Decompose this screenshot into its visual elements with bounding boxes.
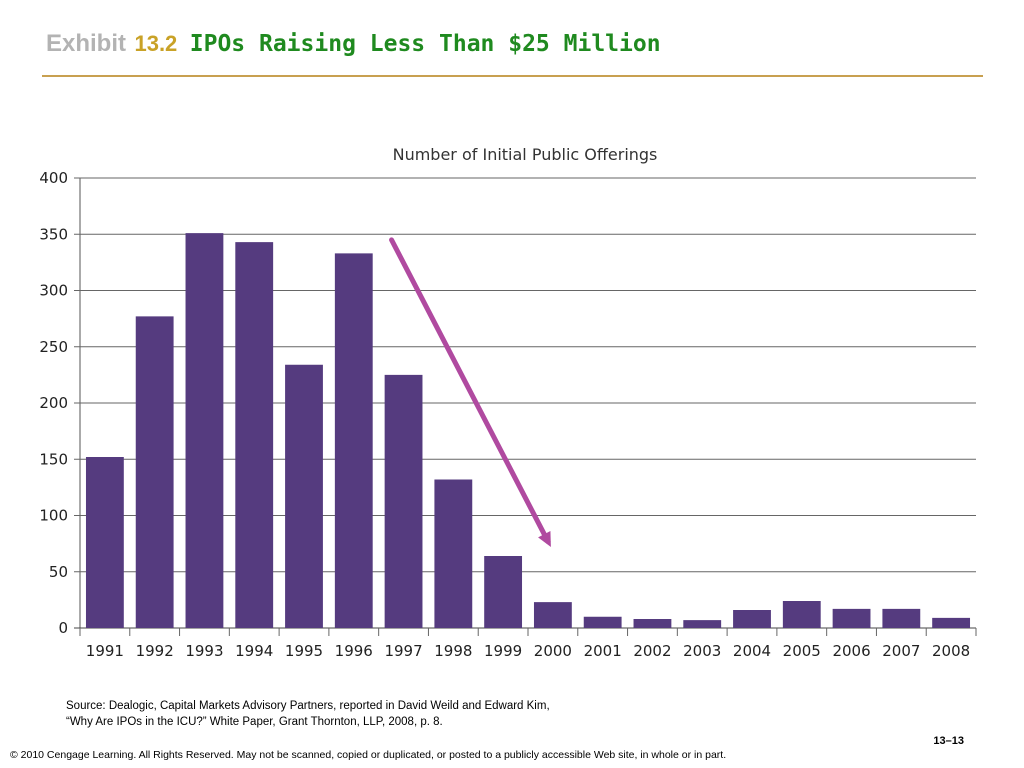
bar-1998	[434, 479, 473, 628]
x-tick-label: 2003	[683, 642, 721, 660]
bar-chart: Number of Initial Public Offerings 0 50 10…	[39, 145, 977, 660]
x-tick-label: 1995	[285, 642, 323, 660]
bar-1993	[185, 233, 224, 628]
bar-2000	[533, 602, 572, 628]
page-number: 13–13	[933, 735, 964, 747]
trend-arrow-head	[538, 531, 551, 547]
x-tick-label: 2006	[832, 642, 870, 660]
bar-2005	[782, 601, 821, 628]
bar-1992	[135, 316, 174, 628]
source-note: Source: Dealogic, Capital Markets Adviso…	[66, 698, 550, 730]
x-tick-label: 2002	[633, 642, 671, 660]
y-tick-label: 150	[39, 450, 68, 468]
y-tick-label: 350	[39, 225, 68, 243]
bar-1991	[85, 457, 124, 628]
bar-2003	[683, 620, 722, 628]
bar-2002	[633, 619, 672, 628]
x-tick-label: 2000	[534, 642, 572, 660]
x-tick-label: 1998	[434, 642, 472, 660]
x-tick-label: 1999	[484, 642, 522, 660]
exhibit-number: 13.2	[134, 31, 178, 56]
bar-2004	[733, 610, 771, 628]
exhibit-label: Exhibit	[46, 30, 127, 57]
x-tick-label: 2001	[584, 642, 622, 660]
chart-title: Number of Initial Public Offerings	[393, 145, 658, 164]
x-tick-label: 1993	[185, 642, 223, 660]
y-tick-label: 50	[49, 563, 68, 581]
bar-2008	[932, 617, 971, 628]
bar-2001	[583, 616, 622, 628]
x-tick-label: 2007	[882, 642, 920, 660]
x-tick-label: 1992	[136, 642, 174, 660]
y-tick-label: 400	[39, 169, 68, 187]
x-tick-label: 2004	[733, 642, 771, 660]
x-tick-label: 2008	[932, 642, 970, 660]
bar-1994	[235, 242, 274, 628]
x-tick-label: 1997	[384, 642, 422, 660]
y-tick-label: 250	[39, 338, 68, 356]
bar-2007	[882, 608, 921, 628]
x-tick-label: 2005	[783, 642, 821, 660]
header-divider	[42, 75, 983, 77]
bar-1995	[285, 364, 323, 628]
y-tick-label: 100	[39, 507, 68, 525]
copyright-notice: © 2010 Cengage Learning. All Rights Rese…	[10, 749, 727, 761]
x-tick-label: 1991	[86, 642, 124, 660]
source-line-2: “Why Are IPOs in the ICU?” White Paper, …	[66, 716, 443, 728]
y-tick-label: 300	[39, 282, 68, 300]
bar-1997	[384, 374, 423, 628]
y-tick-label: 200	[39, 394, 68, 412]
x-tick-label: 1996	[335, 642, 373, 660]
bar-1996	[334, 253, 373, 628]
bar-2006	[832, 608, 871, 628]
x-tick-label: 1994	[235, 642, 273, 660]
page-title: IPOs Raising Less Than $25 Million	[189, 31, 661, 57]
source-line-1: Source: Dealogic, Capital Markets Adviso…	[66, 700, 550, 712]
bar-1999	[484, 556, 523, 628]
y-tick-label: 0	[58, 619, 68, 637]
trend-arrow-shaft	[389, 237, 551, 545]
exhibit-header: Exhibit 13.2 IPOs Raising Less Than $25 …	[46, 30, 661, 58]
